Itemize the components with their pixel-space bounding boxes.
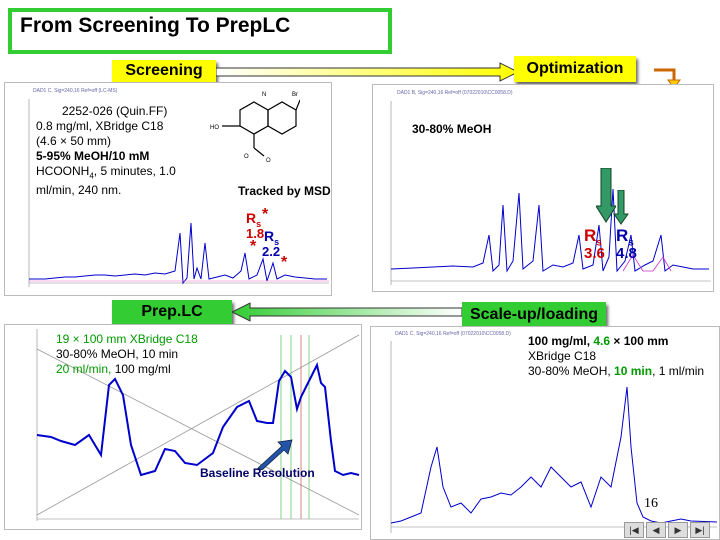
preplc-column: 19 × 100 mm XBridge C18: [56, 332, 198, 346]
scaleup-gradient: 30-80% MeOH, 10 min, 1 ml/min: [528, 364, 705, 378]
optimization-label: Optimization: [514, 56, 636, 82]
opt-rs1-symbol: Rs: [584, 226, 602, 249]
preplc-label: Prep.LC: [112, 300, 232, 324]
svg-text:HO: HO: [210, 125, 219, 131]
optimization-arrow-2: [613, 190, 629, 225]
optimization-gradient: 30-80% MeOH: [412, 122, 492, 136]
optimization-arrow-1: [596, 168, 616, 223]
opt-rs2-value: 4.8: [616, 245, 637, 262]
scaleup-label: Scale-up/loading: [462, 302, 606, 328]
screening-concentration: 0.8 mg/ml, XBridge C18: [36, 119, 164, 133]
screen-rs2-value: 2.2: [262, 244, 281, 259]
screen-star-1: *: [262, 206, 269, 223]
scaleup-column: XBridge C18: [528, 349, 597, 363]
baseline-resolution-arrow: [257, 439, 293, 470]
scaleup-conditions: 100 mg/ml, 4.6 × 100 mm XBridge C18 30-8…: [528, 334, 714, 379]
optimization-chromatogram: DAD1 B, Sig=240,16 Ref=off (07022010\CC0…: [372, 84, 714, 292]
screen-star-2: *: [250, 238, 257, 255]
svg-text:N: N: [262, 92, 266, 98]
chemical-structure: N Br HO O O: [210, 92, 300, 164]
preplc-gradient: 30-80% MeOH, 10 min: [56, 347, 179, 361]
svg-text:DAD1 C, Sig=240,16 Ref=off (07: DAD1 C, Sig=240,16 Ref=off (07022010\CC0…: [395, 331, 511, 337]
svg-text:O: O: [244, 154, 249, 160]
preplc-chromatogram: [4, 324, 362, 530]
scaleup-load: 100 mg/ml, 4.6 × 100 mm: [528, 334, 669, 348]
screening-sample: 2252-026 (Quin.FF): [62, 104, 168, 118]
screening-gradient: 5-95% MeOH/10 mM: [36, 149, 150, 163]
svg-text:DAD1 C, Sig=240,16 Ref=off (LC: DAD1 C, Sig=240,16 Ref=off (LC-MS): [33, 88, 118, 94]
nav-next-icon[interactable]: ▶: [668, 522, 688, 538]
page-number: 16: [644, 496, 658, 511]
page-title: From Screening To PrepLC: [20, 14, 291, 37]
screen-star-3: *: [281, 254, 288, 271]
opt-rs1-value: 3.6: [584, 245, 605, 262]
preplc-conditions: 19 × 100 mm XBridge C18 30-80% MeOH, 10 …: [56, 332, 256, 377]
screening-conditions: 2252-026 (Quin.FF) 0.8 mg/ml, XBridge C1…: [36, 104, 236, 198]
nav-prev-icon[interactable]: ◀: [646, 522, 666, 538]
title-frame: [8, 8, 392, 54]
svg-text:O: O: [266, 158, 271, 164]
screening-chromatogram: DAD1 C, Sig=240,16 Ref=off (LC-MS): [4, 82, 332, 296]
screening-column-dims: (4.6 × 50 mm): [36, 134, 112, 148]
arrow-scaleup-to-preplc: [232, 302, 463, 322]
nav-first-icon[interactable]: |◀: [624, 522, 644, 538]
screen-rs2-symbol: Rs: [264, 228, 280, 247]
baseline-resolution-label: Baseline Resolution: [200, 466, 315, 480]
arrow-screening-to-optimization: [216, 62, 520, 82]
screening-flow: ml/min, 240 nm.: [36, 183, 122, 198]
preplc-flow: 20 ml/min, 100 mg/ml: [56, 362, 171, 376]
screen-rs1-value: 1.8: [246, 226, 265, 241]
screening-label: Screening: [112, 60, 216, 82]
tracked-by-msd-label: Tracked by MSD: [238, 184, 331, 198]
svg-text:DAD1 B, Sig=240,16 Ref=off (07: DAD1 B, Sig=240,16 Ref=off (07022010\CC0…: [397, 90, 513, 96]
screen-rs1-symbol: Rs: [246, 210, 262, 229]
scaleup-chromatogram: DAD1 C, Sig=240,16 Ref=off (07022010\CC0…: [370, 326, 720, 540]
opt-rs2-symbol: Rs: [616, 226, 634, 249]
screening-buffer: HCOONH4, 5 minutes, 1.0: [36, 164, 176, 181]
svg-text:Br: Br: [292, 92, 298, 98]
nav-last-icon[interactable]: ▶|: [690, 522, 710, 538]
